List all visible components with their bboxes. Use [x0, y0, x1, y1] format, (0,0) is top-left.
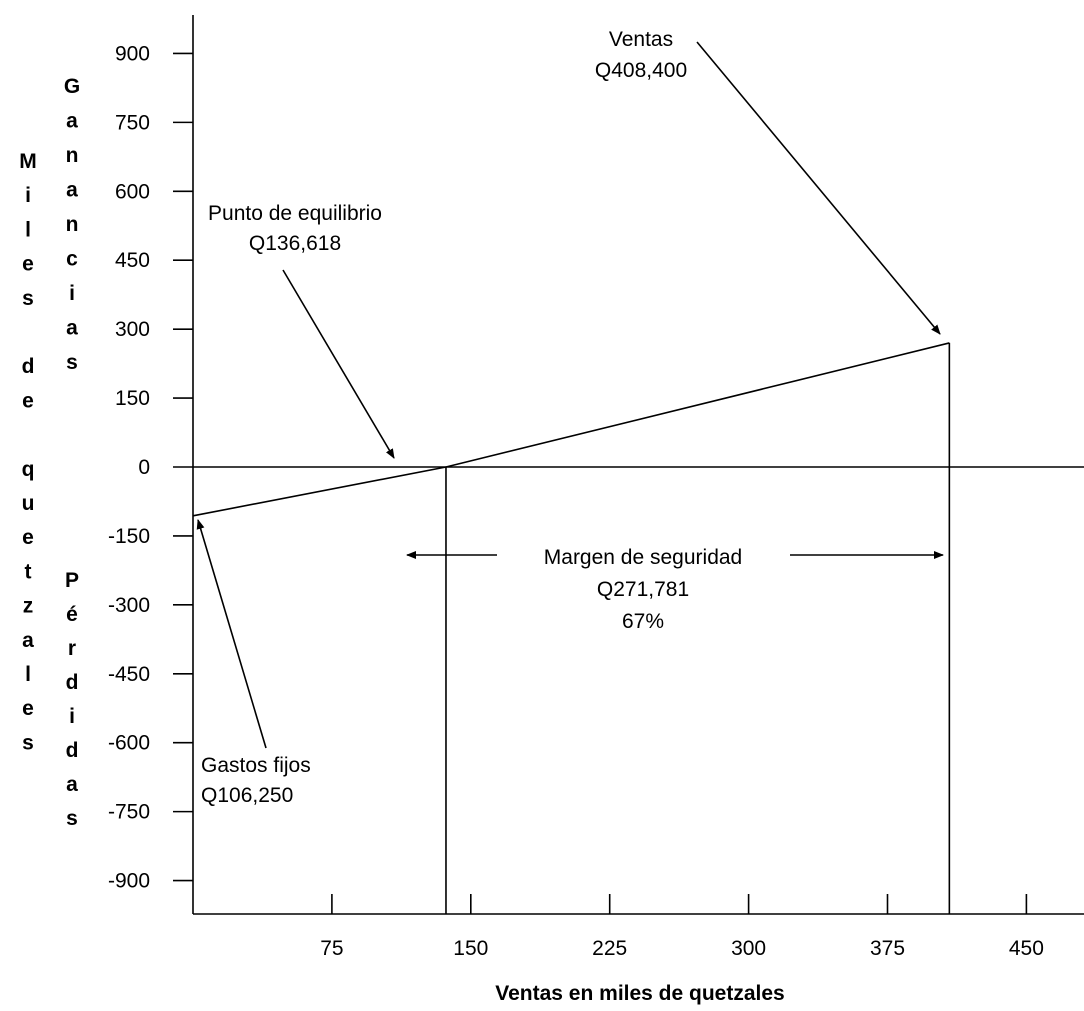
gains-label-letter: a — [66, 110, 78, 133]
losses-label-letter: é — [66, 603, 78, 626]
equilibrio-annotation-line: Q136,618 — [249, 232, 341, 255]
ventas-annotation-line: Ventas — [609, 28, 673, 51]
equilibrio-arrow — [282, 269, 395, 459]
losses-label-letter: r — [68, 637, 76, 660]
gains-label-letter: s — [66, 351, 78, 374]
losses-label-letter: d — [66, 671, 79, 694]
y-axis-title-letter: s — [22, 731, 34, 754]
y-axis-title-letter: u — [22, 492, 35, 515]
gastos-annotation: Gastos fijos Q106,250 — [201, 754, 311, 807]
y-axis-title-letter: M — [19, 150, 37, 173]
y-tick-label: -450 — [108, 663, 150, 686]
y-axis-title-letter: t — [25, 560, 32, 583]
gains-label-letter: G — [64, 75, 80, 98]
margen-annotation-line: Q271,781 — [597, 578, 689, 601]
profit-line — [192, 342, 950, 517]
gains-label-letter: a — [66, 317, 78, 340]
y-tick-label: 300 — [115, 318, 150, 341]
losses-label-letter: i — [69, 705, 75, 728]
x-tick-label: 75 — [320, 937, 343, 960]
y-axis-title-letter: z — [23, 595, 34, 618]
y-axis-title-letter: q — [22, 458, 35, 481]
annotations: Ventas Q408,400 Punto de equilibrio Q136,61… — [196, 28, 944, 807]
y-tick-label: 900 — [115, 42, 150, 65]
x-tick-label: 450 — [1009, 937, 1044, 960]
x-axis-title: Ventas en miles de quetzales — [495, 982, 784, 1005]
ventas-annotation: Ventas Q408,400 — [595, 28, 687, 82]
y-axis-title-letter: l — [25, 663, 31, 686]
y-tick-label: 750 — [115, 111, 150, 134]
gastos-arrow — [196, 519, 267, 749]
gains-label-letter: c — [66, 248, 78, 271]
y-axis-title-letter: d — [22, 355, 35, 378]
margen-annotation-line: Margen de seguridad — [544, 546, 742, 569]
y-tick-label: 0 — [138, 456, 150, 479]
y-tick-label: -300 — [108, 594, 150, 617]
y-axis-title-letter: e — [22, 253, 34, 276]
y-axis-title-letter: l — [25, 218, 31, 241]
margen-annotation-line: 67% — [622, 610, 664, 633]
y-axis-title-letter: e — [22, 697, 34, 720]
y-tick-label: 150 — [115, 387, 150, 410]
losses-label-letter: P — [65, 569, 79, 592]
x-tick-label: 300 — [731, 937, 766, 960]
losses-label-letter: a — [66, 773, 78, 796]
data-marks — [192, 342, 951, 914]
axes: 900 750 600 450 300 150 0 -150 -300 -450 -600 -750 -… — [108, 15, 1084, 960]
x-tick-label: 225 — [592, 937, 627, 960]
y-tick-label: -750 — [108, 801, 150, 824]
axis-titles: Ventas en miles de quetzales Milesdequet… — [19, 75, 784, 1005]
ventas-annotation-line: Q408,400 — [595, 59, 687, 82]
gastos-annotation-line: Q106,250 — [201, 784, 293, 807]
y-axis-title-letter: e — [22, 389, 34, 412]
y-tick-label: 600 — [115, 180, 150, 203]
losses-label-letter: s — [66, 807, 78, 830]
gains-label-letter: n — [66, 144, 79, 167]
y-axis-title-letter: i — [25, 184, 31, 207]
margen-annotation: Margen de seguridad Q271,781 67% — [544, 546, 742, 633]
equilibrio-annotation-line: Punto de equilibrio — [208, 202, 382, 225]
gastos-annotation-line: Gastos fijos — [201, 754, 311, 777]
y-tick-label: 450 — [115, 249, 150, 272]
equilibrio-annotation: Punto de equilibrio Q136,618 — [208, 202, 382, 255]
y-tick-label: -900 — [108, 870, 150, 893]
y-axis-title-letter: a — [22, 629, 34, 652]
y-tick-label: -600 — [108, 732, 150, 755]
x-tick-label: 375 — [870, 937, 905, 960]
gains-label-letter: a — [66, 179, 78, 202]
ventas-arrow — [696, 41, 941, 335]
x-tick-label: 150 — [453, 937, 488, 960]
y-tick-label: -150 — [108, 525, 150, 548]
losses-label-letter: d — [66, 739, 79, 762]
gains-label-letter: n — [66, 213, 79, 236]
y-axis-title-letter: s — [22, 287, 34, 310]
gains-label-letter: i — [69, 282, 75, 305]
y-axis-title-letter: e — [22, 526, 34, 549]
